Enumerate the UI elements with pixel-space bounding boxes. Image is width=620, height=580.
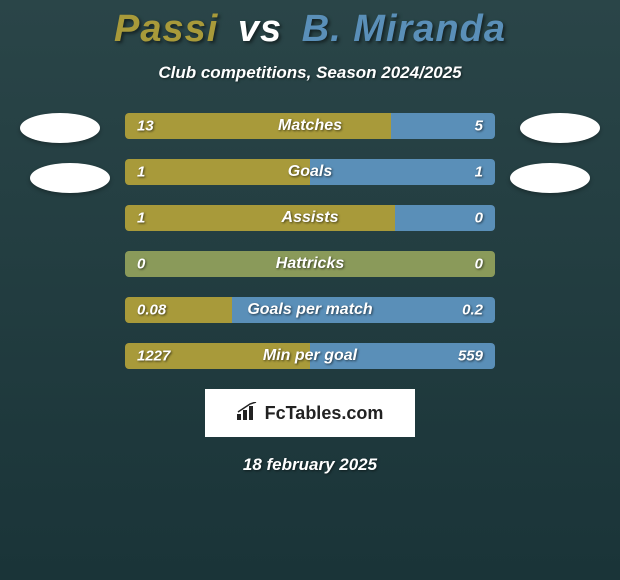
stat-row: Hattricks 0 0 bbox=[125, 251, 495, 277]
vs-label: vs bbox=[238, 8, 282, 50]
brand-badge: FcTables.com bbox=[205, 389, 415, 437]
stat-value-right: 0.2 bbox=[462, 302, 483, 319]
stat-value-right: 0 bbox=[475, 210, 483, 227]
stat-label: Matches bbox=[278, 117, 342, 135]
stats-bars: Matches 13 5 Goals 1 1 Assists 1 0 Hattricks 0 0 Goa… bbox=[125, 113, 495, 369]
stat-bar-left bbox=[125, 113, 391, 139]
stat-label: Hattricks bbox=[276, 255, 344, 273]
brand-text: FcTables.com bbox=[265, 403, 384, 424]
stat-value-left: 0 bbox=[137, 256, 145, 273]
subtitle: Club competitions, Season 2024/2025 bbox=[0, 63, 620, 83]
stat-row: Goals per match 0.08 0.2 bbox=[125, 297, 495, 323]
stat-value-right: 559 bbox=[458, 348, 483, 365]
stat-row: Min per goal 1227 559 bbox=[125, 343, 495, 369]
stat-label: Min per goal bbox=[263, 347, 357, 365]
stat-bar-left bbox=[125, 159, 310, 185]
chart-icon bbox=[237, 402, 259, 425]
date-label: 18 february 2025 bbox=[0, 455, 620, 475]
stat-value-right: 1 bbox=[475, 164, 483, 181]
stat-row: Assists 1 0 bbox=[125, 205, 495, 231]
stat-label: Goals bbox=[288, 163, 332, 181]
stat-value-right: 0 bbox=[475, 256, 483, 273]
stat-label: Assists bbox=[282, 209, 339, 227]
content-area: Matches 13 5 Goals 1 1 Assists 1 0 Hattricks 0 0 Goa… bbox=[0, 113, 620, 475]
stat-value-left: 13 bbox=[137, 118, 154, 135]
stat-value-left: 1 bbox=[137, 164, 145, 181]
player1-club-placeholder bbox=[30, 163, 110, 193]
stat-value-left: 0.08 bbox=[137, 302, 166, 319]
stat-bar-right bbox=[310, 159, 495, 185]
player2-name: B. Miranda bbox=[302, 8, 506, 50]
stat-bar-left bbox=[125, 205, 395, 231]
player1-avatar-placeholder bbox=[20, 113, 100, 143]
stat-row: Goals 1 1 bbox=[125, 159, 495, 185]
stat-label: Goals per match bbox=[247, 301, 372, 319]
player1-name: Passi bbox=[114, 8, 218, 50]
stat-value-left: 1227 bbox=[137, 348, 170, 365]
player2-avatar-placeholder bbox=[520, 113, 600, 143]
stat-row: Matches 13 5 bbox=[125, 113, 495, 139]
player2-club-placeholder bbox=[510, 163, 590, 193]
comparison-title: Passi vs B. Miranda bbox=[0, 0, 620, 51]
stat-value-right: 5 bbox=[475, 118, 483, 135]
stat-value-left: 1 bbox=[137, 210, 145, 227]
